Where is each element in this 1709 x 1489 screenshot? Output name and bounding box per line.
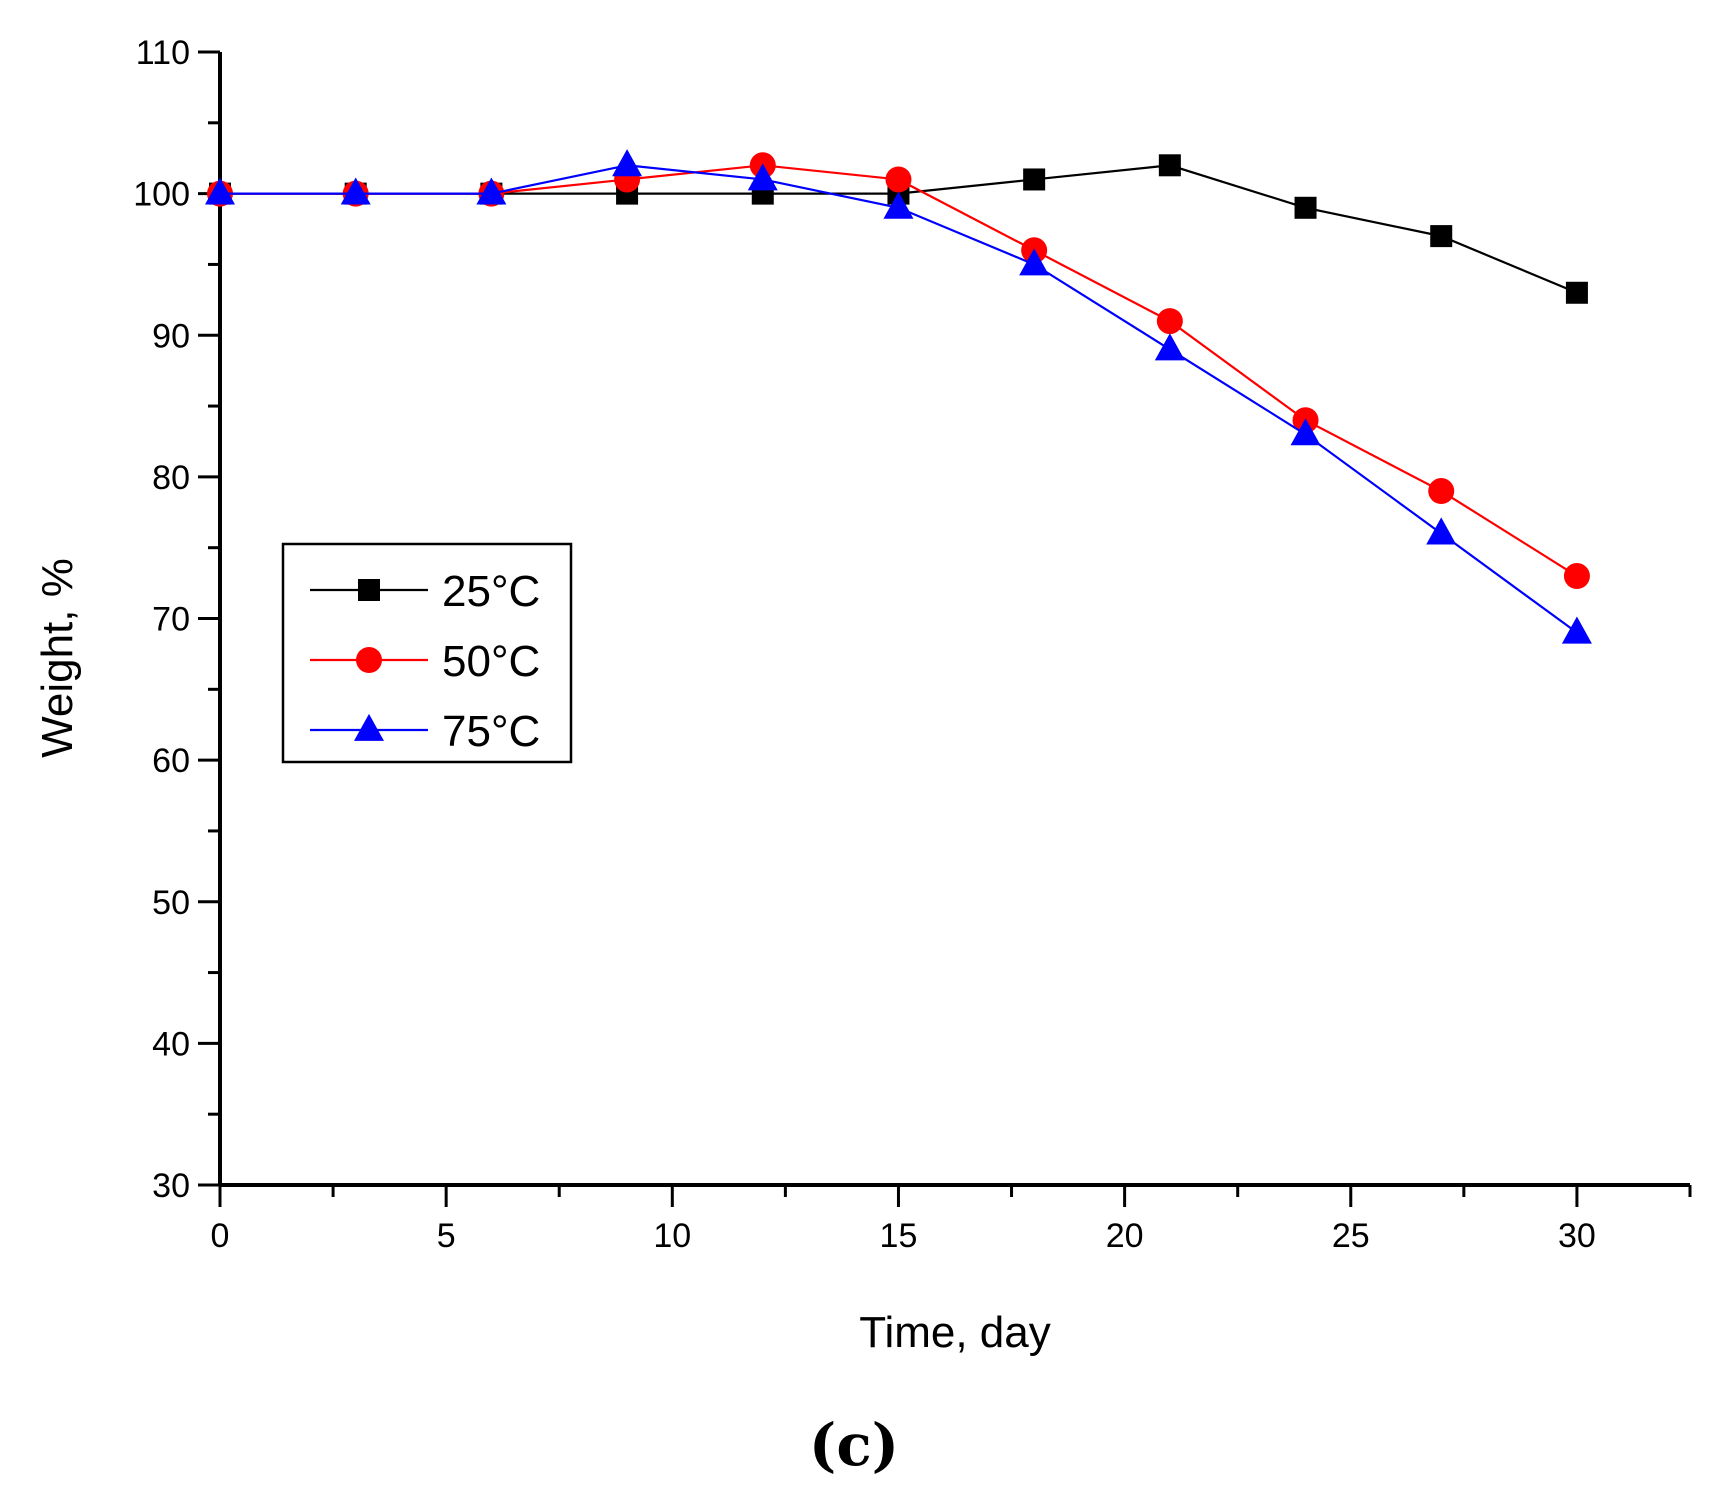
y-tick-label: 90 bbox=[152, 317, 190, 355]
legend-box bbox=[281, 542, 573, 764]
y-tick-label: 50 bbox=[152, 884, 190, 922]
data-point bbox=[612, 149, 643, 177]
series-layer bbox=[205, 149, 1592, 644]
legend-label: 25°C bbox=[442, 567, 540, 616]
legend-marker bbox=[358, 579, 380, 601]
data-point bbox=[1565, 281, 1588, 304]
legend-item: 25°C bbox=[310, 567, 540, 616]
legend-item: 75°C bbox=[310, 707, 540, 756]
x-tick-label: 0 bbox=[211, 1217, 230, 1255]
data-point bbox=[1156, 308, 1183, 335]
legend-marker bbox=[354, 713, 384, 741]
data-point bbox=[1426, 517, 1457, 545]
data-point bbox=[885, 166, 912, 193]
data-point bbox=[1158, 154, 1181, 177]
y-tick-label: 60 bbox=[152, 742, 190, 780]
data-point bbox=[1019, 248, 1050, 276]
data-point bbox=[747, 163, 778, 191]
y-tick-label: 70 bbox=[152, 601, 190, 639]
y-tick-label: 30 bbox=[152, 1167, 190, 1205]
x-tick-label: 5 bbox=[437, 1217, 456, 1255]
data-point bbox=[1428, 478, 1455, 505]
data-point bbox=[340, 177, 371, 205]
series-2 bbox=[205, 149, 1592, 644]
x-tick-label: 15 bbox=[880, 1217, 918, 1255]
x-tick-label: 30 bbox=[1558, 1217, 1596, 1255]
legend-label: 75°C bbox=[442, 707, 540, 756]
data-point bbox=[1290, 418, 1321, 446]
x-axis-title: Time, day bbox=[859, 1308, 1051, 1357]
data-point bbox=[1563, 563, 1590, 590]
data-point bbox=[1561, 616, 1592, 644]
data-point bbox=[476, 177, 507, 205]
legend: 25°C 50°C 75°C bbox=[281, 542, 573, 764]
data-point bbox=[1154, 333, 1185, 361]
y-tick-label: 80 bbox=[152, 459, 190, 497]
legend-item: 50°C bbox=[310, 637, 540, 686]
legend-marker bbox=[356, 647, 382, 673]
x-ticks: 0 5 10 15 20 25 30 bbox=[211, 1185, 1692, 1255]
data-point bbox=[1430, 225, 1453, 248]
y-tick-label: 40 bbox=[152, 1025, 190, 1063]
x-tick-label: 25 bbox=[1332, 1217, 1370, 1255]
legend-label: 50°C bbox=[442, 637, 540, 686]
y-tick-label: 110 bbox=[136, 34, 190, 72]
x-tick-label: 20 bbox=[1106, 1217, 1144, 1255]
y-axis-title: Weight, % bbox=[33, 558, 82, 758]
data-point bbox=[883, 191, 914, 219]
data-point bbox=[1023, 168, 1046, 191]
panel-label: (c) bbox=[809, 1411, 899, 1479]
x-tick-label: 10 bbox=[653, 1217, 691, 1255]
y-tick-label: 100 bbox=[133, 176, 190, 214]
data-point bbox=[1294, 196, 1317, 219]
series-line bbox=[220, 164, 1578, 577]
data-point bbox=[205, 177, 235, 205]
y-ticks: 30 40 50 60 70 80 90 100 110 bbox=[133, 34, 220, 1205]
